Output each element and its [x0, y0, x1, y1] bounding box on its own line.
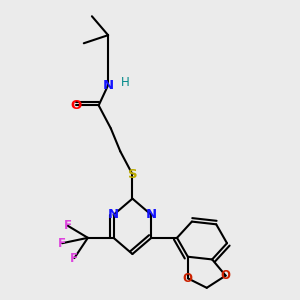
Text: N: N: [146, 208, 157, 221]
Text: H: H: [121, 76, 129, 89]
Text: O: O: [70, 99, 81, 112]
Text: F: F: [70, 252, 78, 265]
Text: F: F: [64, 219, 72, 232]
Text: O: O: [183, 272, 193, 285]
Text: S: S: [128, 168, 137, 181]
Text: O: O: [221, 269, 231, 282]
Text: N: N: [108, 208, 119, 221]
Text: F: F: [58, 237, 66, 250]
Text: N: N: [103, 79, 114, 92]
